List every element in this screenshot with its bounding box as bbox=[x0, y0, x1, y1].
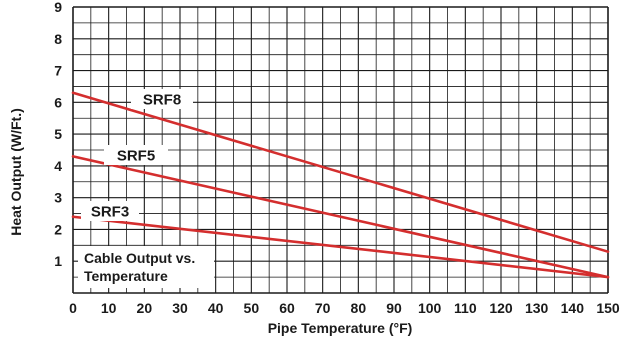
y-tick-label: 4 bbox=[54, 158, 62, 174]
x-tick-label: 30 bbox=[172, 300, 188, 316]
x-tick-label: 150 bbox=[596, 300, 620, 316]
annotation-line: Cable Output vs. bbox=[84, 250, 195, 266]
series-line-srf8 bbox=[71, 91, 610, 253]
y-tick-label: 7 bbox=[54, 63, 62, 79]
series-label-srf8: SRF8 bbox=[143, 92, 181, 109]
series-line-srf5 bbox=[71, 155, 610, 279]
series-labels: SRF8 SRF5 SRF3 bbox=[81, 89, 193, 221]
y-tick-labels: 1 2 3 4 5 6 7 8 9 bbox=[54, 0, 62, 269]
x-tick-label: 120 bbox=[489, 300, 513, 316]
y-tick-label: 9 bbox=[54, 0, 62, 15]
x-tick-label: 60 bbox=[279, 300, 295, 316]
x-tick-label: 90 bbox=[386, 300, 402, 316]
x-tick-label: 0 bbox=[69, 300, 77, 316]
y-tick-label: 6 bbox=[54, 94, 62, 110]
series-line-srf3 bbox=[71, 215, 610, 279]
y-tick-label: 3 bbox=[54, 190, 62, 206]
x-tick-label: 140 bbox=[561, 300, 585, 316]
chart-annotation: Cable Output vs. Temperature bbox=[78, 246, 214, 288]
annotation-box bbox=[78, 246, 214, 288]
x-tick-label: 100 bbox=[418, 300, 442, 316]
x-tick-label: 130 bbox=[525, 300, 549, 316]
series-label-box bbox=[104, 145, 168, 165]
series-label-srf5: SRF5 bbox=[117, 148, 155, 165]
x-tick-label: 40 bbox=[208, 300, 224, 316]
y-tick-label: 1 bbox=[54, 253, 62, 269]
x-tick-label: 70 bbox=[315, 300, 331, 316]
y-tick-label: 5 bbox=[54, 126, 62, 142]
y-axis-label: Heat Output (W/Ft.) bbox=[8, 108, 24, 236]
x-tick-label: 80 bbox=[351, 300, 367, 316]
x-axis-label: Pipe Temperature (°F) bbox=[268, 320, 413, 336]
x-tick-labels: 0 10 20 30 40 50 60 70 80 90 100 110 120 130 140 150 bbox=[69, 300, 620, 316]
x-tick-label: 10 bbox=[101, 300, 117, 316]
annotation-line: Temperature bbox=[84, 268, 168, 284]
series-label-srf3: SRF3 bbox=[91, 204, 129, 221]
y-tick-label: 8 bbox=[54, 31, 62, 47]
x-tick-label: 20 bbox=[137, 300, 153, 316]
series-label-box bbox=[131, 89, 193, 109]
x-tick-label: 110 bbox=[454, 300, 477, 316]
y-tick-label: 2 bbox=[54, 221, 62, 237]
series-lines bbox=[71, 91, 610, 279]
x-tick-label: 50 bbox=[244, 300, 260, 316]
series-label-box bbox=[81, 201, 139, 221]
